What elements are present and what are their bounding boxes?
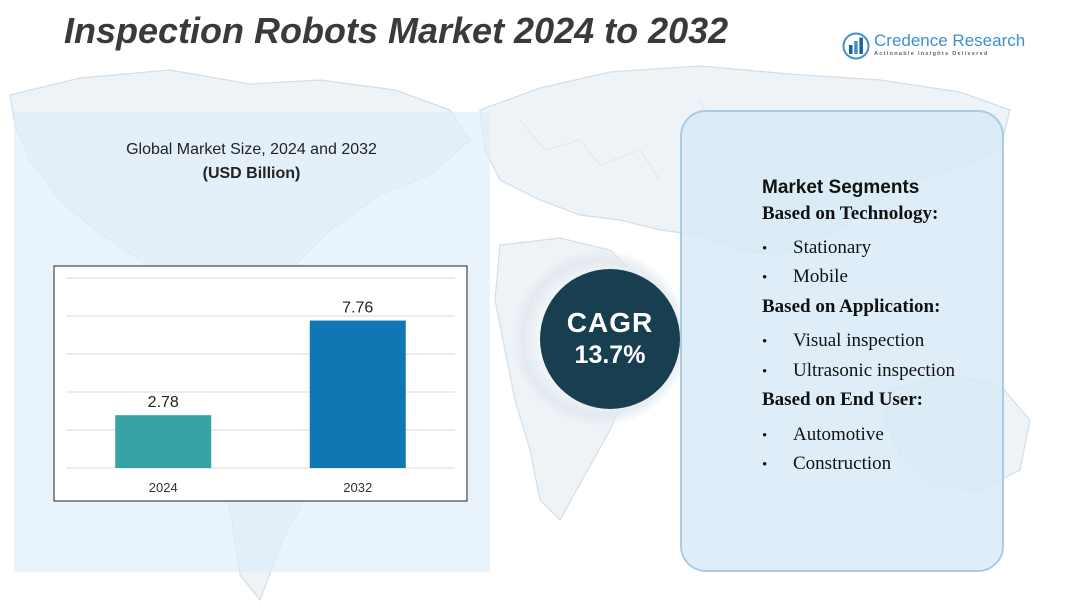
data-label-2024: 2.78 (148, 394, 179, 411)
segment-item-label: Construction (793, 453, 892, 474)
segment-item-label: Ultrasonic inspection (793, 360, 955, 381)
bar-2032 (309, 320, 406, 468)
cagr-badge: CAGR 13.7% (540, 269, 680, 409)
cagr-value: 13.7% (574, 341, 646, 369)
bullet: • (762, 457, 768, 473)
bullet: • (762, 241, 768, 257)
segment-item-label: Visual inspection (793, 330, 925, 351)
segment-item: • Construction (762, 453, 891, 475)
chart-title: Global Market Size, 2024 and 2032 (126, 141, 377, 158)
segment-item-label: Automotive (793, 424, 884, 445)
bullet: • (762, 270, 768, 286)
credence-research-logo: Credence Research Actionable Insights De… (842, 30, 1032, 64)
segment-item-label: Mobile (793, 266, 848, 287)
segment-item: • Ultrasonic inspection (762, 360, 955, 382)
segment-item: • Automotive (762, 424, 884, 446)
logo-tagline: Actionable Insights Delivered (874, 51, 989, 57)
chart-subtitle: (USD Billion) (202, 165, 301, 182)
page-title: Inspection Robots Market 2024 to 2032 (64, 10, 729, 51)
cagr-label: CAGR (566, 307, 654, 338)
segment-group-title: Based on End User: (762, 389, 923, 410)
bar-2024 (115, 415, 212, 468)
bar-chart-globe-icon (842, 32, 870, 60)
segment-group-title: Based on Application: (762, 296, 941, 317)
x-tick-label-2024: 2024 (149, 480, 178, 495)
bullet: • (762, 364, 768, 380)
bullet: • (762, 428, 768, 444)
segment-item: • Stationary (762, 237, 871, 259)
x-tick-label-2032: 2032 (343, 480, 372, 495)
data-label-2032: 7.76 (342, 300, 373, 317)
segment-item: • Mobile (762, 266, 848, 288)
segment-group-title: Based on Technology: (762, 203, 939, 224)
segment-item-label: Stationary (793, 237, 872, 258)
bullet: • (762, 334, 768, 350)
market-segments-panel (680, 110, 1004, 572)
segments-heading: Market Segments (762, 177, 920, 198)
segment-item: • Visual inspection (762, 330, 924, 352)
logo-name: Credence Research (874, 31, 1026, 50)
